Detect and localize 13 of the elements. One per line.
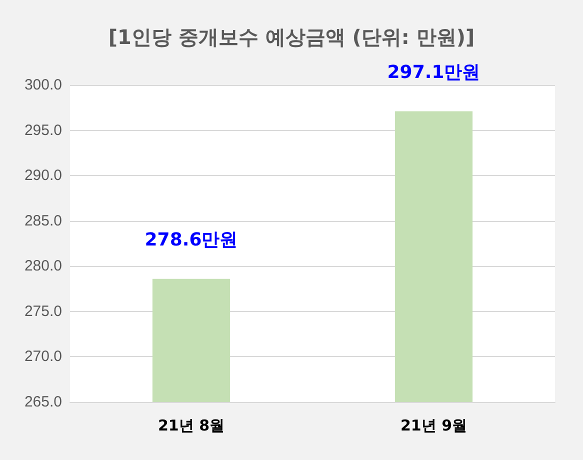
- y-tick-label: 275.0: [24, 302, 62, 320]
- data-label: 278.6만원: [144, 229, 238, 250]
- y-tick-label: 265.0: [24, 394, 62, 410]
- y-tick-label: 295.0: [24, 122, 62, 139]
- y-tick-label: 290.0: [24, 167, 62, 184]
- y-tick-label: 280.0: [24, 258, 62, 275]
- chart-title: [1인당 중개보수 예상금액 (단위: 만원)]: [108, 25, 475, 49]
- x-tick-label: 21년 9월: [400, 416, 468, 434]
- y-tick-label: 285.0: [24, 212, 62, 230]
- y-tick-label: 270.0: [24, 348, 62, 366]
- x-tick-label: 21년 8월: [158, 416, 225, 434]
- y-tick-label: 300.0: [24, 76, 62, 94]
- data-label: 297.1만원: [387, 62, 480, 83]
